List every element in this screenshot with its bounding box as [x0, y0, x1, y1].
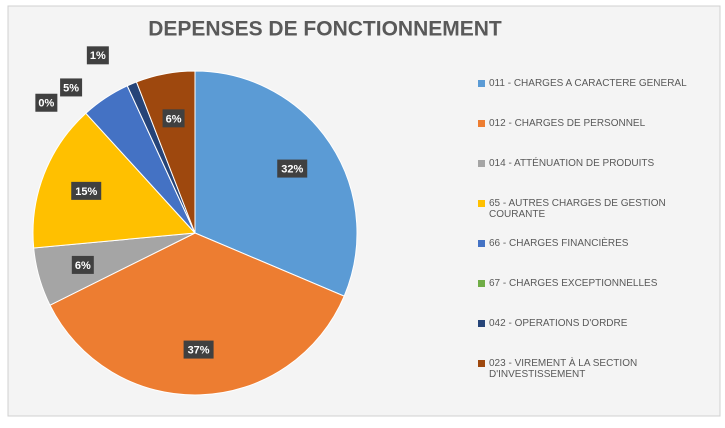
data-label-box: [183, 340, 214, 359]
legend-label: 023 - VIREMENT À LA SECTION D'INVESTISSE…: [489, 358, 638, 380]
legend-swatch: [478, 240, 485, 247]
legend-label: 65 - AUTRES CHARGES DE GESTION COURANTE: [489, 198, 666, 220]
data-label: 0%: [38, 98, 54, 110]
legend-label: 042 - OPERATIONS D'ORDRE: [489, 318, 628, 329]
legend-label: 66 - CHARGES FINANCIÈRES: [489, 238, 629, 249]
pie-slice: [49, 232, 345, 396]
data-label-box: [35, 93, 58, 112]
legend-item: 042 - OPERATIONS D'ORDRE: [478, 318, 713, 358]
legend-swatch: [478, 80, 485, 87]
data-label-box: [86, 46, 109, 65]
legend-item: 67 - CHARGES EXCEPTIONNELLES: [478, 278, 713, 318]
data-label-box: [60, 78, 83, 97]
data-label: 6%: [75, 260, 91, 272]
legend-item: 66 - CHARGES FINANCIÈRES: [478, 238, 713, 278]
legend-label: 67 - CHARGES EXCEPTIONNELLES: [489, 278, 658, 289]
legend-item: 011 - CHARGES A CARACTERE GENERAL: [478, 78, 713, 118]
pie-slice: [194, 70, 358, 297]
data-label-box: [162, 109, 185, 128]
legend-item: 65 - AUTRES CHARGES DE GESTION COURANTE: [478, 198, 713, 238]
data-label: 15%: [75, 186, 97, 198]
data-label-box: [277, 159, 308, 178]
legend-swatch: [478, 320, 485, 327]
legend-swatch: [478, 200, 485, 207]
legend-swatch: [478, 160, 485, 167]
data-label: 5%: [63, 82, 79, 94]
data-label-box: [71, 181, 102, 200]
legend: 011 - CHARGES A CARACTERE GENERAL 012 - C…: [478, 78, 713, 398]
pie-slice: [32, 112, 197, 249]
legend-swatch: [478, 360, 485, 367]
data-label: 37%: [188, 344, 210, 356]
data-label-box: [71, 255, 94, 274]
data-label: 1%: [90, 50, 106, 62]
legend-item: 014 - ATTÉNUATION DE PRODUITS: [478, 158, 713, 198]
legend-item: 012 - CHARGES DE PERSONNEL: [478, 118, 713, 158]
legend-label: 014 - ATTÉNUATION DE PRODUITS: [489, 158, 655, 169]
data-label: 32%: [281, 163, 303, 175]
legend-swatch: [478, 120, 485, 127]
legend-label: 012 - CHARGES DE PERSONNEL: [489, 118, 646, 129]
chart-title: DEPENSES DE FONCTIONNEMENT: [148, 18, 502, 41]
legend-item: 023 - VIREMENT À LA SECTION D'INVESTISSE…: [478, 358, 713, 398]
legend-label: 011 - CHARGES A CARACTERE GENERAL: [489, 78, 687, 89]
legend-swatch: [478, 280, 485, 287]
data-label: 6%: [166, 113, 182, 125]
